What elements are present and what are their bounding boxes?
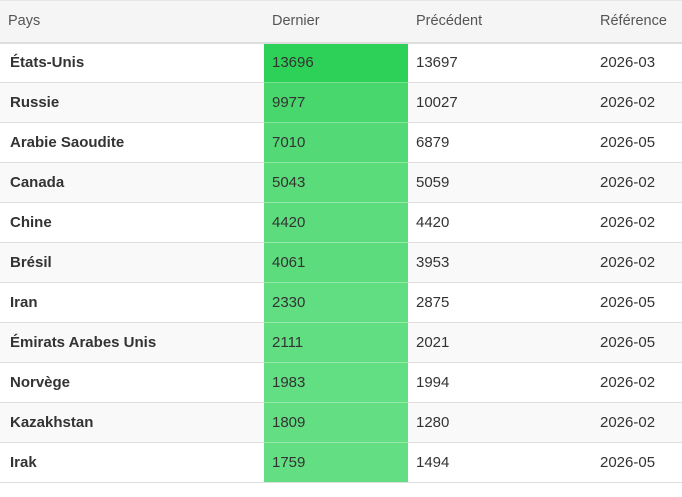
- table-row[interactable]: Norvège 1983 1994 2026-02: [0, 362, 682, 403]
- country-cell[interactable]: Arabie Saoudite: [0, 122, 264, 163]
- reference-cell: 2026-02: [592, 82, 682, 123]
- country-cell[interactable]: Brésil: [0, 242, 264, 283]
- previous-value-cell: 13697: [408, 42, 592, 83]
- country-cell[interactable]: Émirats Arabes Unis: [0, 322, 264, 363]
- table-row[interactable]: Émirats Arabes Unis 2111 2021 2026-05: [0, 322, 682, 363]
- reference-cell: 2026-05: [592, 282, 682, 323]
- country-cell[interactable]: Kazakhstan: [0, 402, 264, 443]
- reference-cell: 2026-02: [592, 362, 682, 403]
- last-value-cell: 2111: [264, 322, 408, 363]
- country-cell[interactable]: Russie: [0, 82, 264, 123]
- table-row[interactable]: États-Unis 13696 13697 2026-03: [0, 42, 682, 83]
- table-header: Pays Dernier Précédent Référence: [0, 0, 682, 44]
- column-header-previous[interactable]: Précédent: [408, 0, 592, 44]
- last-value-cell: 4061: [264, 242, 408, 283]
- last-value-cell: 1809: [264, 402, 408, 443]
- column-header-last[interactable]: Dernier: [264, 0, 408, 44]
- last-value-cell: 13696: [264, 42, 408, 83]
- last-value-cell: 1759: [264, 442, 408, 483]
- country-cell[interactable]: Iran: [0, 282, 264, 323]
- table-row[interactable]: Brésil 4061 3953 2026-02: [0, 242, 682, 283]
- table-row[interactable]: Iran 2330 2875 2026-05: [0, 282, 682, 323]
- reference-cell: 2026-02: [592, 402, 682, 443]
- country-cell[interactable]: Irak: [0, 442, 264, 483]
- previous-value-cell: 1994: [408, 362, 592, 403]
- table-row[interactable]: Chine 4420 4420 2026-02: [0, 202, 682, 243]
- country-cell[interactable]: Canada: [0, 162, 264, 203]
- last-value-cell: 2330: [264, 282, 408, 323]
- reference-cell: 2026-02: [592, 242, 682, 283]
- table-body: États-Unis 13696 13697 2026-03 Russie 9977 100…: [0, 42, 682, 483]
- previous-value-cell: 2021: [408, 322, 592, 363]
- reference-cell: 2026-02: [592, 162, 682, 203]
- previous-value-cell: 6879: [408, 122, 592, 163]
- previous-value-cell: 2875: [408, 282, 592, 323]
- previous-value-cell: 4420: [408, 202, 592, 243]
- reference-cell: 2026-03: [592, 42, 682, 83]
- last-value-cell: 5043: [264, 162, 408, 203]
- reference-cell: 2026-05: [592, 322, 682, 363]
- table-row[interactable]: Russie 9977 10027 2026-02: [0, 82, 682, 123]
- reference-cell: 2026-05: [592, 442, 682, 483]
- table-row[interactable]: Arabie Saoudite 7010 6879 2026-05: [0, 122, 682, 163]
- column-header-reference[interactable]: Référence: [592, 0, 682, 44]
- country-cell[interactable]: Chine: [0, 202, 264, 243]
- last-value-cell: 7010: [264, 122, 408, 163]
- previous-value-cell: 1280: [408, 402, 592, 443]
- reference-cell: 2026-05: [592, 122, 682, 163]
- data-table: Pays Dernier Précédent Référence États-U…: [0, 0, 682, 483]
- last-value-cell: 9977: [264, 82, 408, 123]
- table-row[interactable]: Canada 5043 5059 2026-02: [0, 162, 682, 203]
- previous-value-cell: 5059: [408, 162, 592, 203]
- column-header-country[interactable]: Pays: [0, 0, 264, 44]
- previous-value-cell: 1494: [408, 442, 592, 483]
- last-value-cell: 4420: [264, 202, 408, 243]
- header-row: Pays Dernier Précédent Référence: [0, 0, 682, 44]
- table-row[interactable]: Kazakhstan 1809 1280 2026-02: [0, 402, 682, 443]
- previous-value-cell: 10027: [408, 82, 592, 123]
- country-cell[interactable]: États-Unis: [0, 42, 264, 83]
- reference-cell: 2026-02: [592, 202, 682, 243]
- table-row[interactable]: Irak 1759 1494 2026-05: [0, 442, 682, 483]
- previous-value-cell: 3953: [408, 242, 592, 283]
- country-cell[interactable]: Norvège: [0, 362, 264, 403]
- last-value-cell: 1983: [264, 362, 408, 403]
